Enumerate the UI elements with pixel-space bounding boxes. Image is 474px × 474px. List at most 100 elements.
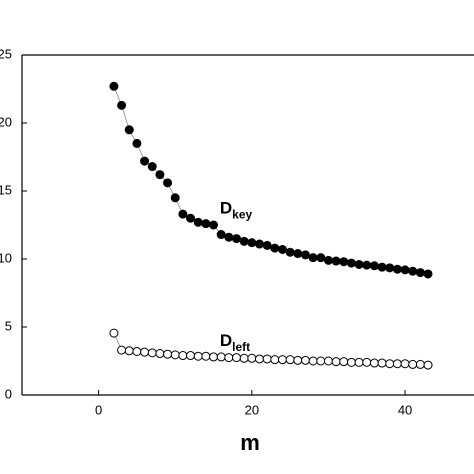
- point: [155, 349, 165, 359]
- point: [277, 244, 287, 254]
- point: [247, 238, 257, 248]
- point: [377, 262, 387, 272]
- point: [385, 263, 395, 273]
- point: [163, 349, 173, 359]
- point: [392, 264, 402, 274]
- point: [354, 259, 364, 269]
- y-tick-label: 15: [0, 182, 12, 197]
- point: [270, 355, 280, 365]
- point: [201, 351, 211, 361]
- point: [178, 351, 188, 361]
- point: [415, 359, 425, 369]
- point: [140, 347, 150, 357]
- point: [124, 346, 134, 356]
- point: [346, 258, 356, 268]
- point: [408, 359, 418, 369]
- point: [232, 353, 242, 363]
- point: [323, 356, 333, 366]
- point: [400, 359, 410, 369]
- point: [362, 260, 372, 270]
- x-tick-label: 20: [245, 402, 259, 417]
- point: [147, 162, 157, 172]
- point: [224, 232, 234, 242]
- point: [209, 220, 219, 230]
- point: [193, 217, 203, 227]
- point: [117, 100, 127, 110]
- point: [408, 266, 418, 276]
- y-tick-label: 10: [0, 250, 12, 265]
- point: [170, 350, 180, 360]
- point: [178, 209, 188, 219]
- point: [331, 256, 341, 266]
- point: [170, 193, 180, 203]
- point: [186, 213, 196, 223]
- series-label: Dkey: [220, 199, 253, 222]
- point: [247, 353, 257, 363]
- point: [193, 351, 203, 361]
- y-tick-label: 5: [5, 318, 12, 333]
- point: [201, 219, 211, 229]
- point: [423, 269, 433, 279]
- point: [147, 348, 157, 358]
- point: [385, 359, 395, 369]
- x-axis-label: m: [240, 430, 260, 455]
- point: [346, 357, 356, 367]
- point: [354, 357, 364, 367]
- point: [262, 240, 272, 250]
- series-label-sub: left: [232, 340, 250, 354]
- series-label-main: D: [220, 332, 232, 351]
- point: [140, 156, 150, 166]
- point: [369, 261, 379, 271]
- series-label: Dleft: [220, 332, 250, 355]
- point: [323, 255, 333, 265]
- point: [232, 234, 242, 244]
- series-label-main: D: [220, 199, 232, 218]
- point: [124, 125, 134, 135]
- point: [285, 247, 295, 257]
- point: [300, 355, 310, 365]
- point: [270, 243, 280, 253]
- y-tick-label: 20: [0, 114, 12, 129]
- x-tick-label: 40: [398, 402, 412, 417]
- point: [132, 346, 142, 356]
- point: [277, 355, 287, 365]
- point: [300, 250, 310, 260]
- point: [392, 359, 402, 369]
- point: [331, 357, 341, 367]
- point: [186, 351, 196, 361]
- point: [339, 257, 349, 267]
- point: [316, 253, 326, 263]
- point: [132, 138, 142, 148]
- point: [285, 355, 295, 365]
- point: [400, 265, 410, 275]
- point: [224, 353, 234, 363]
- point: [308, 253, 318, 263]
- point: [423, 360, 433, 370]
- point: [209, 352, 219, 362]
- point: [293, 249, 303, 259]
- point: [239, 353, 249, 363]
- series-label-sub: key: [232, 208, 252, 222]
- point: [316, 356, 326, 366]
- x-tick-label: 0: [95, 402, 102, 417]
- point: [369, 358, 379, 368]
- point: [308, 356, 318, 366]
- point: [293, 355, 303, 365]
- point: [262, 354, 272, 364]
- point: [362, 357, 372, 367]
- point: [163, 178, 173, 188]
- point: [254, 239, 264, 249]
- point: [109, 81, 119, 91]
- point: [339, 357, 349, 367]
- point: [155, 170, 165, 180]
- point: [109, 328, 119, 338]
- point: [117, 345, 127, 355]
- point: [254, 354, 264, 364]
- point: [239, 236, 249, 246]
- point: [216, 352, 226, 362]
- point: [216, 230, 226, 240]
- point: [377, 358, 387, 368]
- y-tick-label: 25: [0, 46, 12, 61]
- y-tick-label: 0: [5, 386, 12, 401]
